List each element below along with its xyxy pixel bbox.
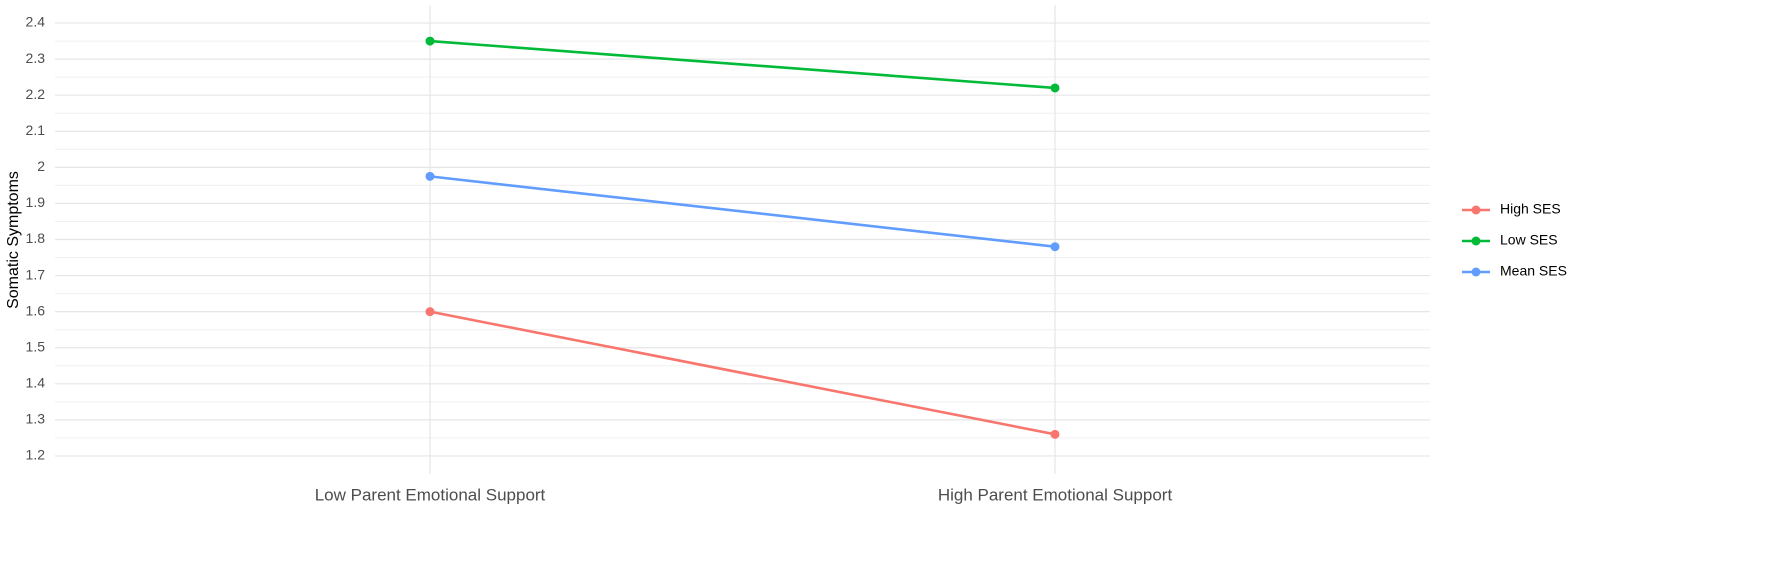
legend-label: Mean SES	[1500, 263, 1567, 279]
legend-label: Low SES	[1500, 232, 1558, 248]
data-point	[425, 171, 435, 181]
legend-key-point	[1471, 236, 1481, 246]
series-line	[429, 175, 1056, 249]
y-tick-label: 1.5	[26, 338, 46, 354]
y-tick-label: 2.3	[26, 50, 46, 66]
y-tick-label: 2.2	[26, 86, 46, 102]
data-point	[1050, 242, 1060, 252]
series-line	[429, 310, 1056, 436]
y-tick-label: 1.2	[26, 447, 46, 463]
y-axis-title: Somatic Symptoms	[5, 171, 22, 309]
series-line	[429, 39, 1056, 90]
x-tick-label: Low Parent Emotional Support	[315, 485, 546, 504]
y-tick-label: 1.8	[26, 230, 46, 246]
data-point	[425, 307, 435, 317]
y-tick-label: 1.3	[26, 411, 46, 427]
data-point	[1050, 83, 1060, 93]
x-tick-label: High Parent Emotional Support	[938, 485, 1173, 504]
data-point	[425, 36, 435, 46]
y-tick-label: 2	[37, 158, 45, 174]
y-tick-label: 1.9	[26, 194, 46, 210]
legend-key-point	[1471, 205, 1481, 215]
y-tick-label: 2.4	[26, 14, 46, 30]
y-tick-label: 1.7	[26, 266, 46, 282]
y-tick-label: 1.6	[26, 302, 46, 318]
y-tick-label: 2.1	[26, 122, 46, 138]
y-tick-label: 1.4	[26, 375, 46, 391]
legend-label: High SES	[1500, 201, 1561, 217]
data-point	[1050, 429, 1060, 439]
legend-key-point	[1471, 267, 1481, 277]
